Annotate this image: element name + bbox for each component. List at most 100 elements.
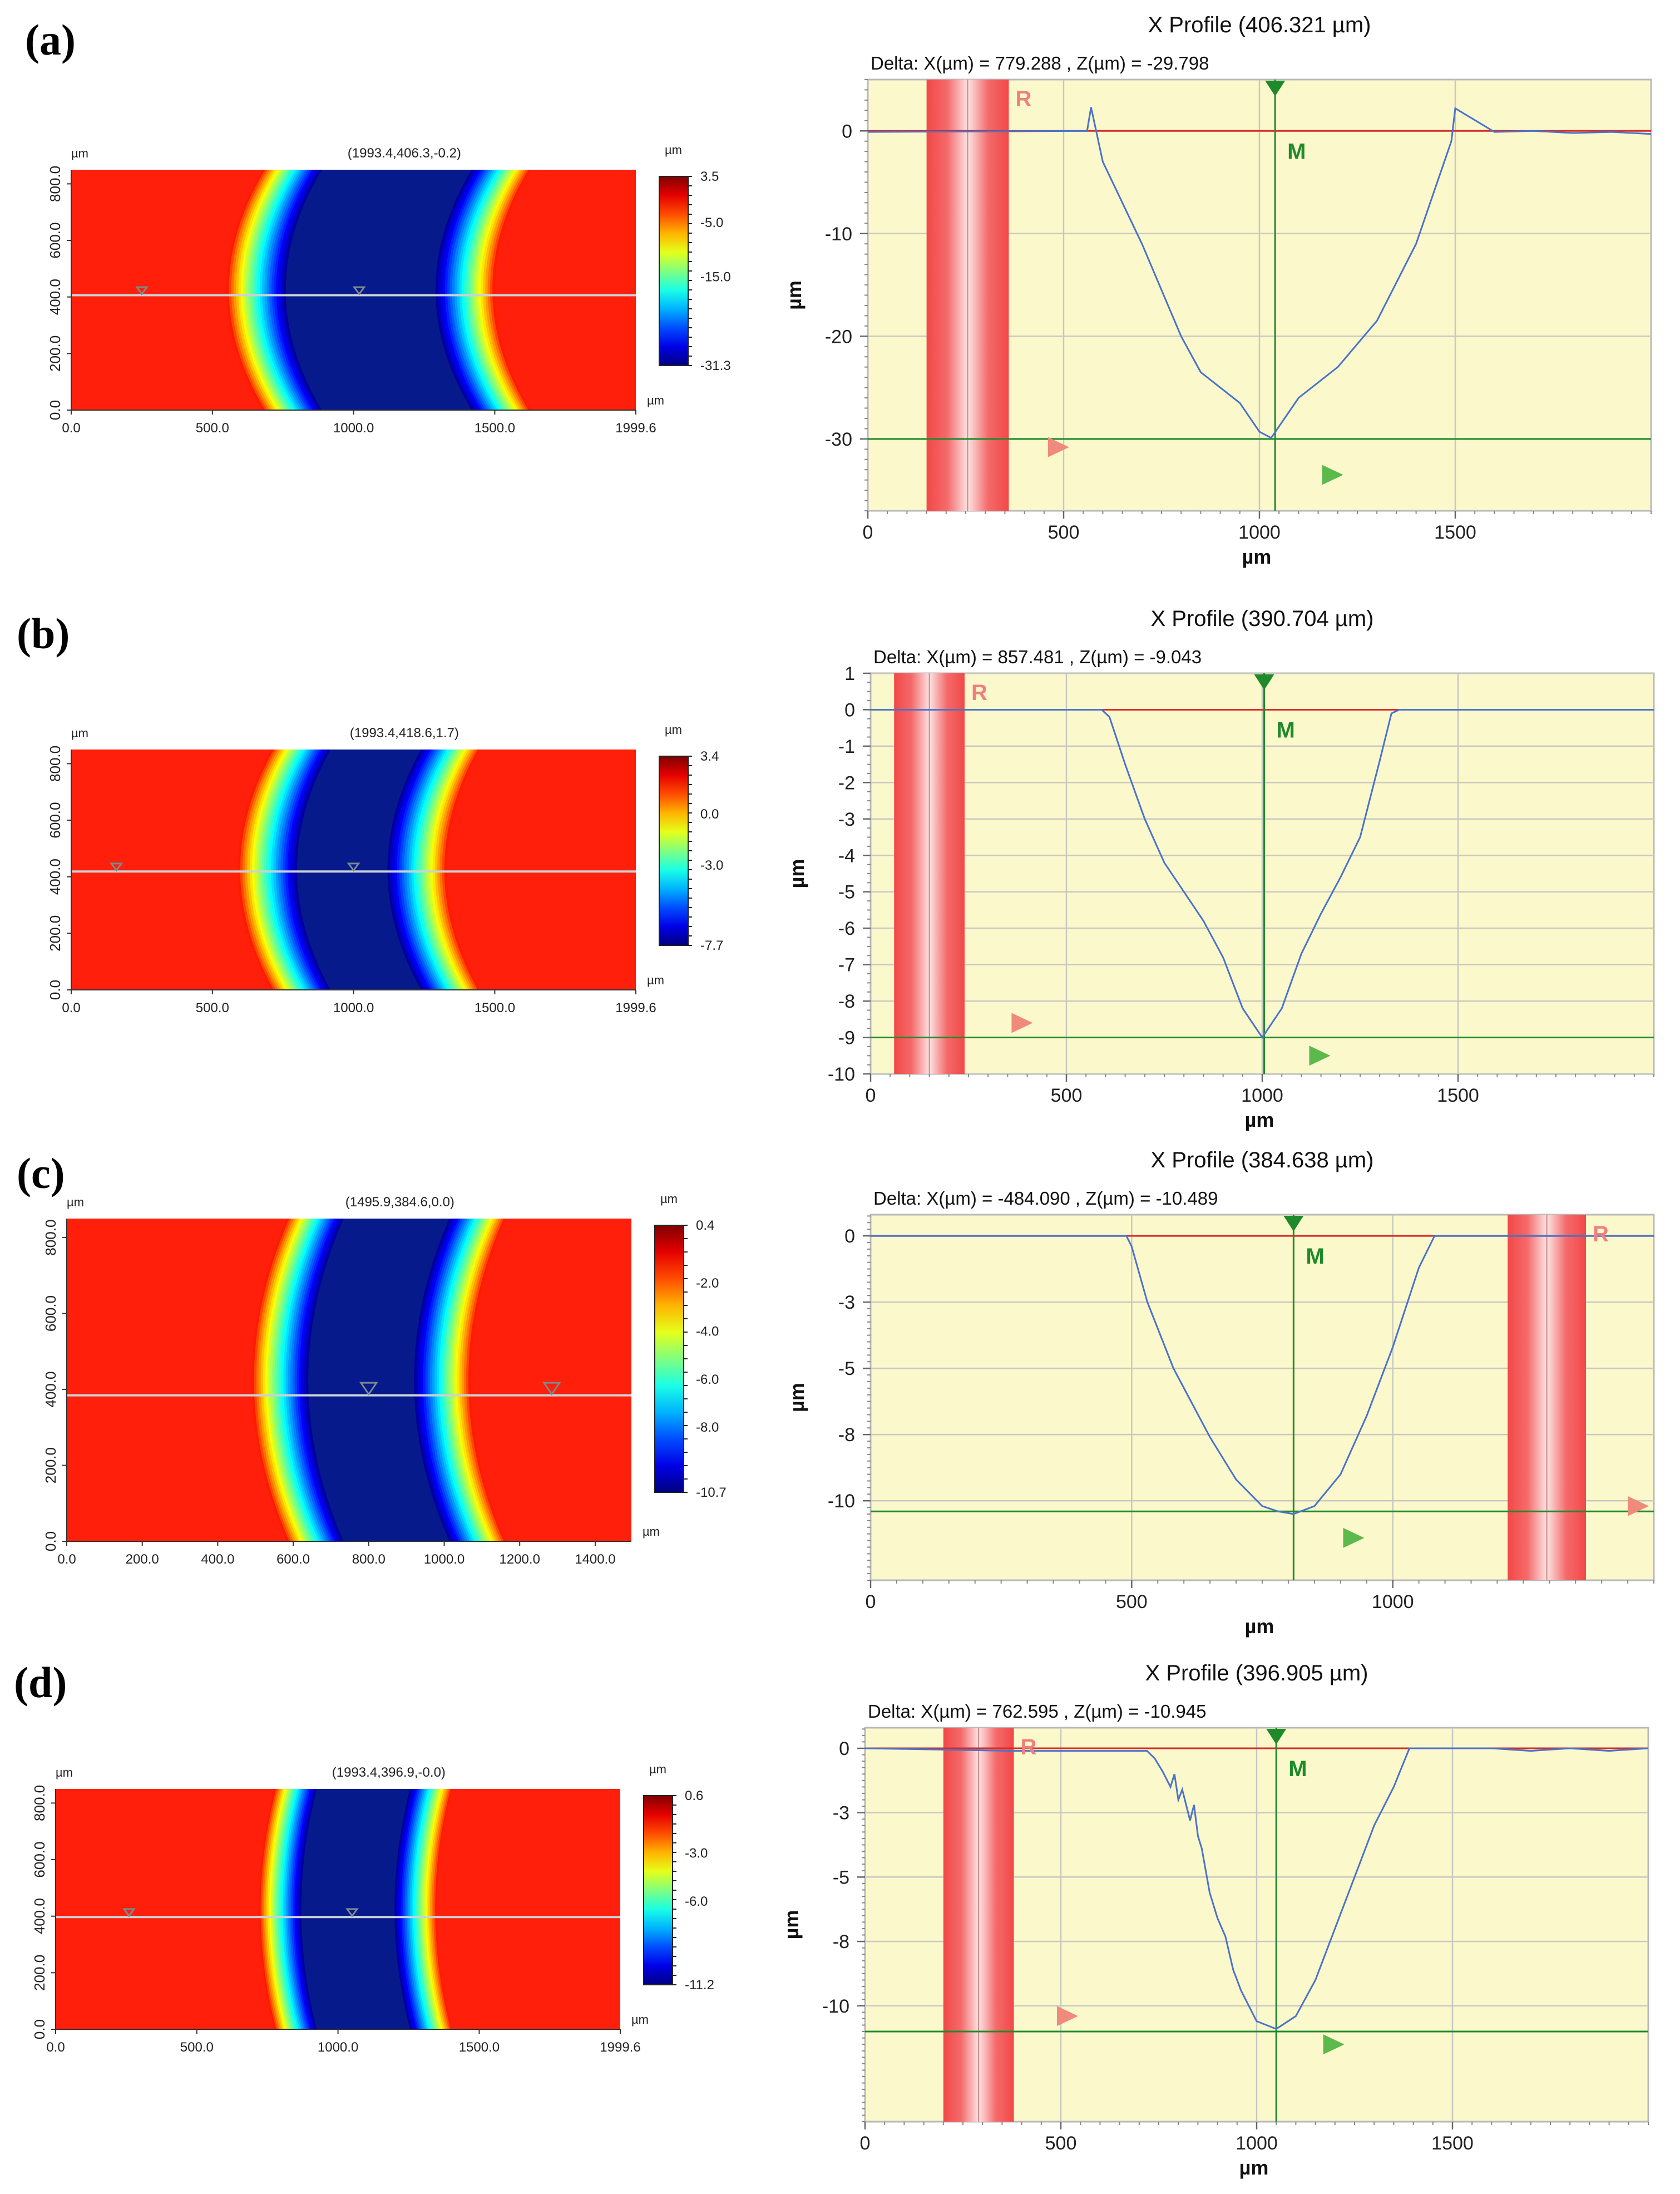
colorbar-gradient-bar (654, 1225, 684, 1493)
profile-line (871, 709, 1654, 1039)
r-level-marker (1628, 1496, 1649, 1516)
y-tick-label: -20 (825, 326, 852, 347)
map-y-tick-label: 400.0 (31, 1898, 48, 1934)
delta-readout: Delta: X(µm) = 779.288 , Z(µm) = -29.798 (871, 53, 1209, 73)
y-tick-label: -8 (838, 1424, 855, 1446)
delta-readout: Delta: X(µm) = -484.090 , Z(µm) = -10.48… (873, 1188, 1218, 1209)
map-field (71, 750, 636, 990)
x-tick-label: 1500 (1431, 2133, 1474, 2154)
map-y-tick-label: 800.0 (47, 746, 63, 782)
x-tick-label: 1000 (1236, 2133, 1278, 2154)
y-tick-label: -5 (838, 1358, 855, 1379)
map-x-tick-label: 0.0 (62, 421, 80, 436)
colorbar-tick-label: -5.0 (700, 215, 723, 230)
x-tick-label: 0 (863, 522, 873, 543)
map-x-tick-label: 1000.0 (333, 1000, 374, 1015)
colorbar: µm 3.4 0.0 -3.0 -7.7 (659, 723, 723, 953)
m-level-marker (1323, 2034, 1345, 2055)
profile-line (868, 107, 1651, 439)
y-tick-label: -3 (838, 1292, 855, 1313)
r-label: R (971, 681, 987, 705)
plot-inner (871, 673, 1654, 1074)
map-x-tick-label: 1500.0 (459, 2040, 500, 2055)
y-tick-label: -5 (833, 1867, 849, 1888)
r-label: R (1015, 87, 1031, 111)
colorbar-tick-label: -15.0 (700, 270, 731, 285)
profile-line (865, 1747, 1648, 2030)
y-axis-label: µm (783, 280, 806, 310)
y-tick-label: -30 (825, 429, 852, 450)
y-tick-label: -10 (828, 1491, 855, 1512)
plot-inner (871, 1215, 1654, 1580)
colorbar-tick-label: -7.7 (700, 938, 723, 953)
colorbar-gradient-bar (643, 1795, 673, 1985)
panel-label: (d) (14, 1658, 67, 1707)
m-label: M (1288, 1757, 1307, 1781)
map-x-unit: µm (647, 393, 664, 407)
map-x-tick-label: 1000.0 (318, 2040, 358, 2055)
x-axis-label: µm (1245, 1108, 1274, 1131)
map-x-tick-label: 400.0 (201, 1552, 234, 1567)
map-y-tick-label: 800.0 (42, 1220, 59, 1256)
map-x-unit: µm (643, 1525, 660, 1539)
map-x-tick-label: 1999.6 (615, 1000, 656, 1015)
y-tick-label: -3 (833, 1803, 849, 1824)
map-y-tick-label: 600.0 (47, 223, 63, 259)
r-level-marker (1011, 1013, 1033, 1033)
cursor-triangle (347, 862, 360, 872)
map-y-tick-label: 800.0 (47, 166, 63, 202)
map-x-tick-label: 1200.0 (500, 1552, 540, 1567)
m-label: M (1306, 1244, 1324, 1269)
map-y-tick-label: 400.0 (47, 279, 63, 315)
colorbar-tick-label: 0.0 (700, 807, 719, 822)
colorbar-tick-label: -11.2 (685, 1978, 714, 1993)
y-tick-label: -9 (838, 1028, 855, 1049)
map-unit-label: µm (71, 146, 88, 160)
colorbar-tick-label: -6.0 (685, 1894, 708, 1909)
y-tick-label: -3 (838, 809, 855, 830)
x-tick-label: 0 (866, 1591, 876, 1613)
map-y-tick-label: 400.0 (42, 1372, 59, 1408)
m-cursor-marker (1283, 1216, 1304, 1231)
panel-b: (b)0.0 500.0 1000.0 1500.0 1999.60.0200.0400… (17, 607, 1655, 1131)
colorbar-tick-label: -3.0 (700, 858, 723, 873)
colorbar: µm 0.4 -2.0 -4.0 -6.0 -8.0 -10.7 (654, 1192, 727, 1500)
r-level-marker (1047, 437, 1069, 457)
colorbar-tick-label: 0.6 (685, 1788, 703, 1803)
map-x-tick-label: 1500.0 (475, 1000, 515, 1015)
map-x-tick-label: 500.0 (196, 421, 229, 436)
map-y-tick-label: 200.0 (47, 915, 63, 951)
map-y-tick-label: 0.0 (42, 1531, 59, 1551)
map-field (67, 1219, 631, 1541)
map-coordinate-title: (1495.9,384.6,0.0) (345, 1195, 454, 1210)
x-tick-label: 500 (1045, 2133, 1077, 2154)
m-cursor-marker (1266, 1729, 1287, 1744)
colorbar-tick-label: -2.0 (696, 1276, 719, 1291)
y-tick-label: -10 (822, 1996, 849, 2017)
map-x-tick-label: 1999.6 (615, 421, 656, 436)
y-axis-label: µm (780, 1910, 803, 1940)
map-y-tick-label: 0.0 (47, 980, 63, 1000)
height-map: 0.0 500.0 1000.0 1500.0 1999.6 0.0 200.0 400.0 6… (31, 1762, 714, 2055)
map-x-unit: µm (647, 973, 664, 987)
r-label: R (1021, 1735, 1037, 1759)
m-level-marker (1309, 1046, 1331, 1066)
colorbar-unit-label: µm (665, 143, 682, 157)
map-y-tick-label: 0.0 (31, 2019, 48, 2039)
map-x-tick-label: 800.0 (352, 1552, 386, 1567)
map-x-tick-label: 200.0 (126, 1552, 159, 1567)
map-field (56, 1789, 620, 2029)
map-x-tick-label: 600.0 (276, 1552, 310, 1567)
y-tick-label: 0 (844, 1226, 855, 1247)
colorbar-tick-label: -10.7 (696, 1485, 727, 1500)
colorbar-tick-label: 3.5 (700, 169, 719, 184)
map-x-tick-label: 0.0 (46, 2040, 65, 2055)
delta-readout: Delta: X(µm) = 762.595 , Z(µm) = -10.945 (868, 1701, 1206, 1722)
cursor-triangle (122, 1908, 136, 1917)
panel-a: (a) 0.0 500.0 1000.0 1500.0 1999.6 0.0 200.0 400… (25, 13, 1652, 568)
profile-title: X Profile (390.704 µm) (1151, 607, 1374, 631)
x-tick-label: 500 (1116, 1591, 1148, 1613)
map-x-tick-label: 1999.6 (600, 2040, 640, 2055)
x-profile-chart: X Profile (390.704 µm) Delta: X(µm) = 857… (785, 607, 1655, 1131)
m-level-marker (1322, 465, 1343, 485)
